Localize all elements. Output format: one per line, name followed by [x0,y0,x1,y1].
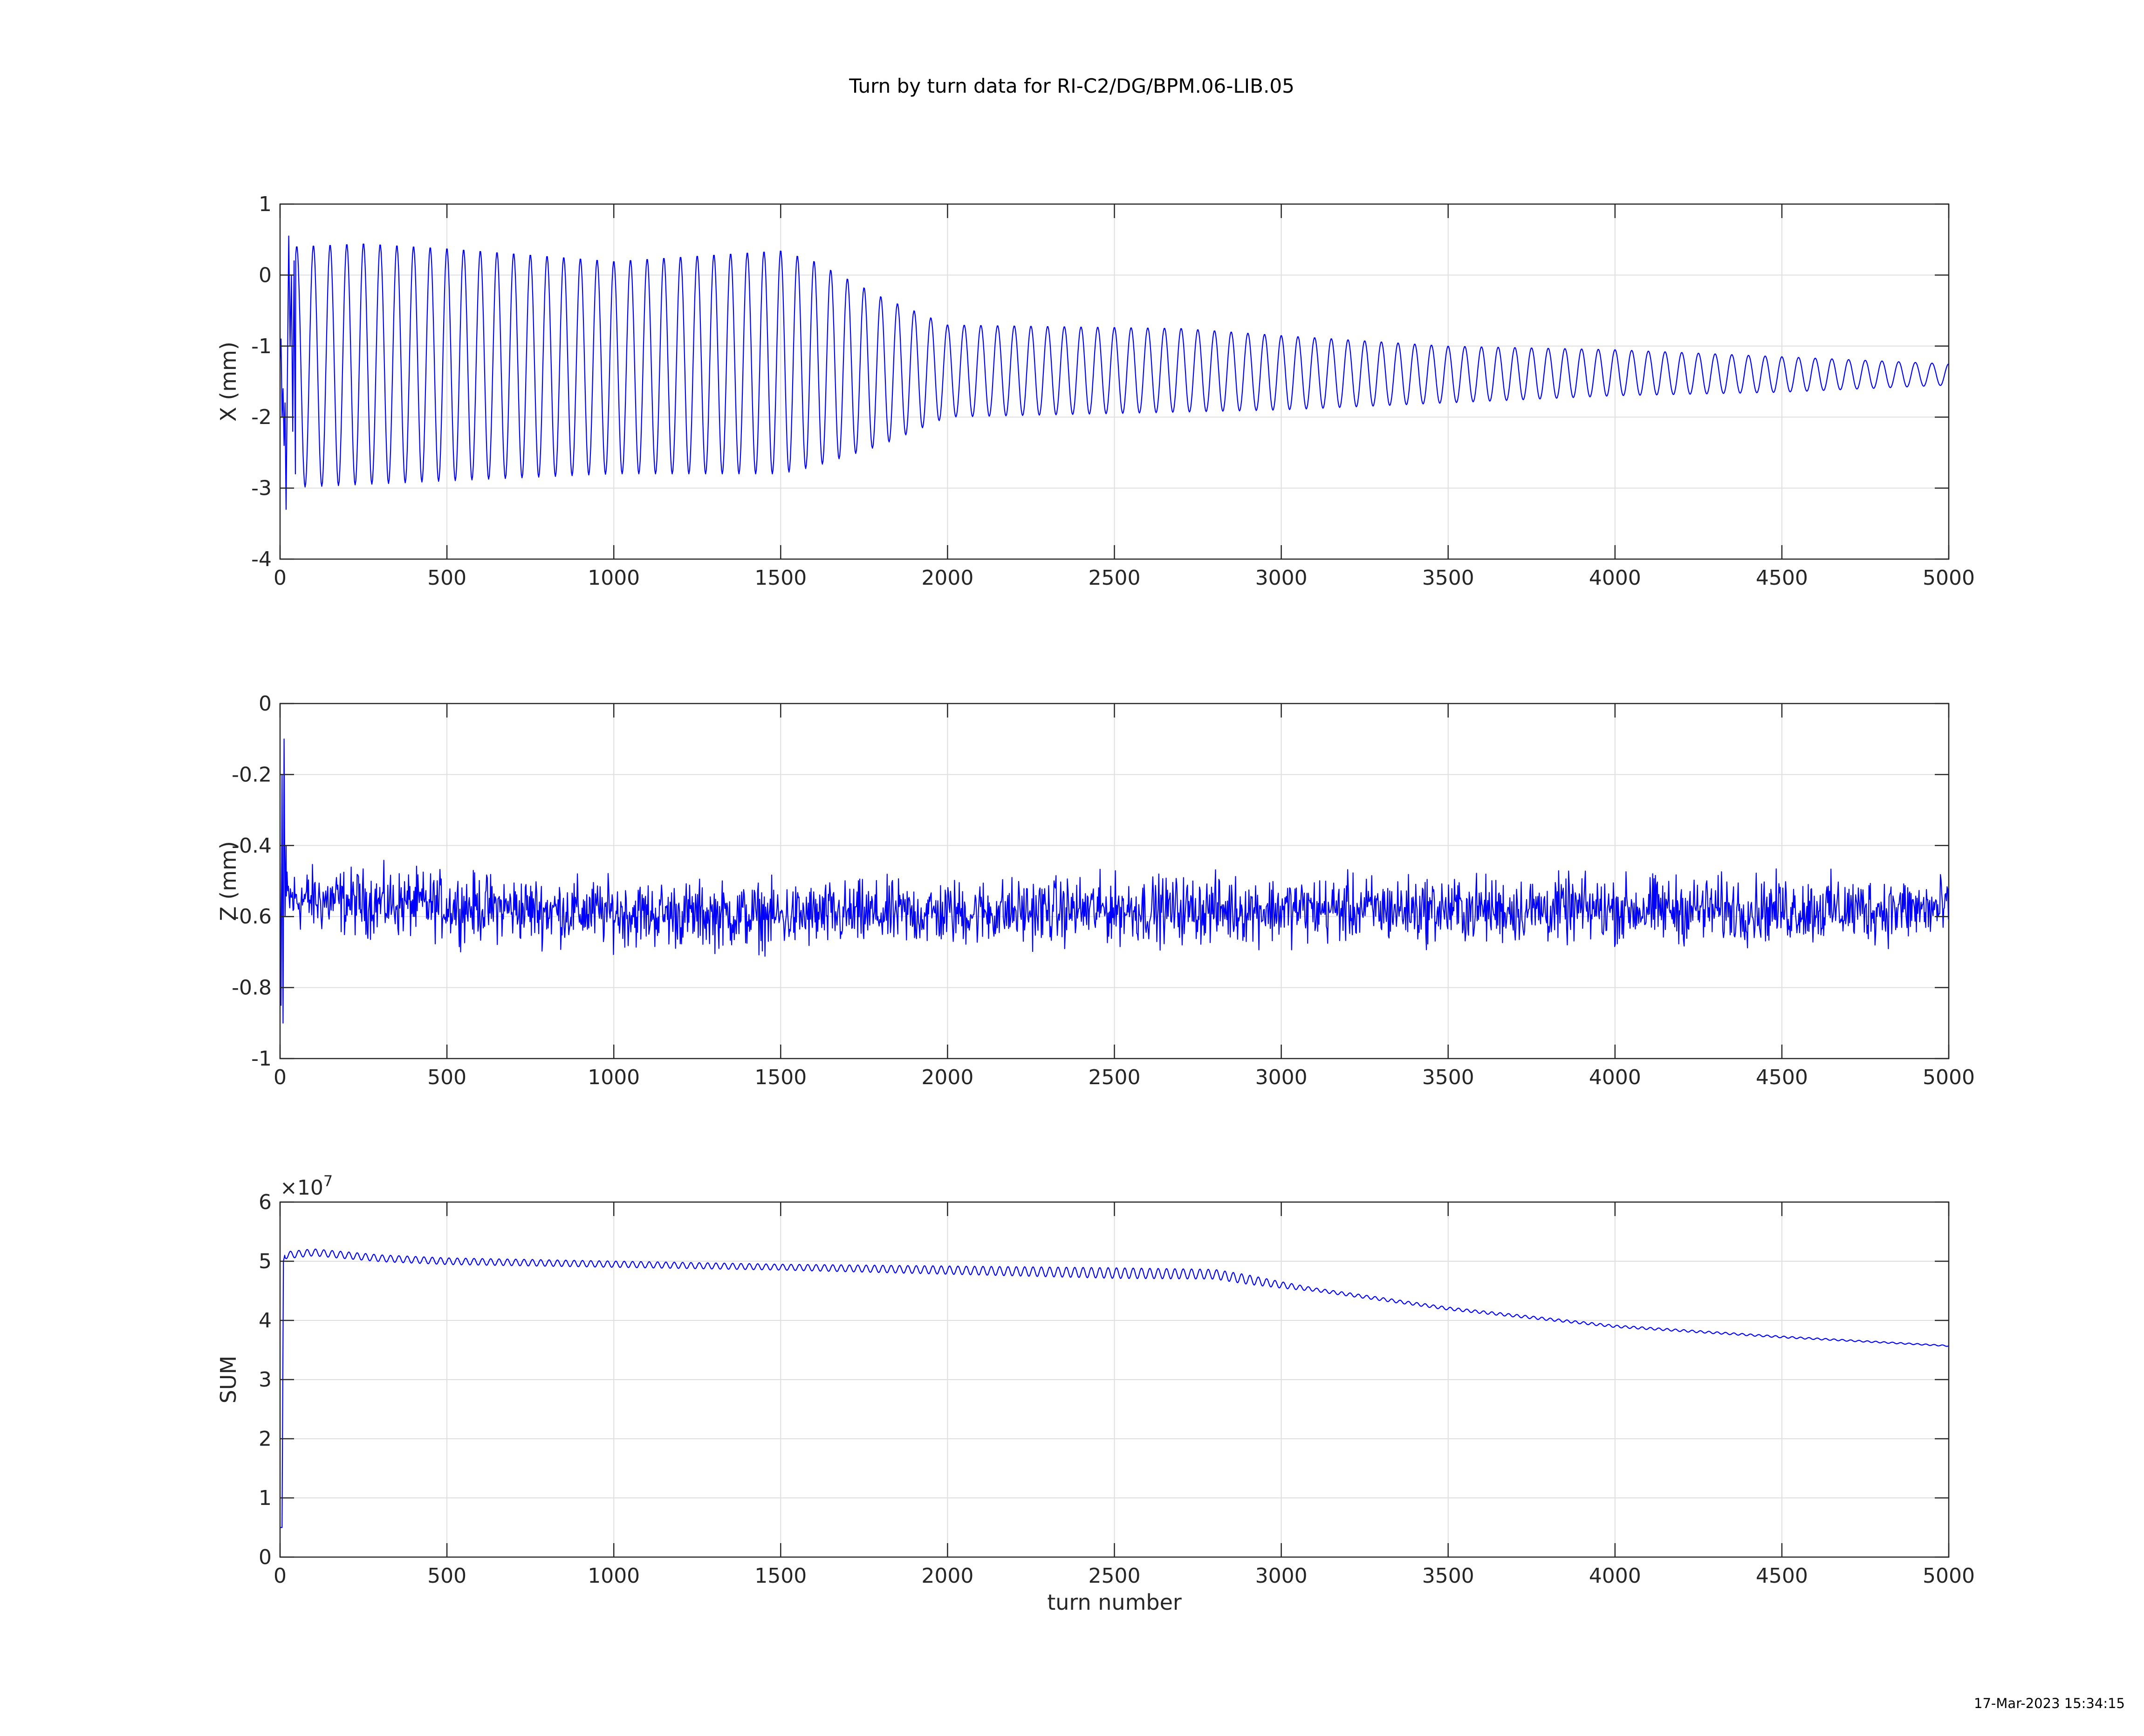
timestamp: 17-Mar-2023 15:34:15 [1974,1695,2125,1711]
y-tick-label: 0 [259,263,272,287]
x-tick-label: 500 [427,566,466,590]
x-tick-label: 5000 [1923,1564,1975,1588]
x-tick-label: 500 [427,1066,466,1089]
y-tick-label: -0.2 [232,763,272,786]
x-position-panel: 0 500 1000 1500 2000 2500 3000 3500 4000 4500 5000… [216,192,1975,590]
x-tick-label: 5000 [1923,1066,1975,1089]
y-tick-label: -3 [251,477,272,500]
x-tick-label: 3000 [1255,1066,1308,1089]
y-tick-label: 3 [259,1368,272,1392]
y-tick-label: -0.8 [232,976,272,1000]
x-tick-label: 4500 [1756,1564,1808,1588]
x-tick-label: 0 [274,566,287,590]
x-tick-label: 3500 [1422,1066,1474,1089]
z-position-panel: 0 500 1000 1500 2000 2500 3000 3500 4000 4500 5000… [216,692,1975,1089]
x-tick-label: 4000 [1589,566,1641,590]
y-tick-label: 5 [259,1250,272,1273]
y-tick-label: -4 [251,547,272,571]
x-tick-label: 1000 [588,566,640,590]
x-tick-label: 2000 [921,1564,973,1588]
x-tick-label: 2500 [1089,566,1141,590]
x-tick-label: 4500 [1756,1066,1808,1089]
x-tick-label: 500 [427,1564,466,1588]
sum-signal-panel: 0 500 1000 1500 2000 2500 3000 3500 4000 4500 5000… [216,1172,1975,1615]
x-tick-label: 3000 [1255,1564,1308,1588]
x-tick-label: 1500 [754,1564,807,1588]
y-exponent-label: ×107 [280,1172,333,1200]
x-tick-label: 0 [274,1564,287,1588]
y-tick-label: 6 [259,1190,272,1214]
y-tick-label: 4 [259,1309,272,1333]
x-tick-label: 1000 [588,1066,640,1089]
x-tick-label: 3500 [1422,1564,1474,1588]
y-axis-label: SUM [216,1356,241,1404]
x-tick-label: 3500 [1422,566,1474,590]
y-tick-label: 1 [259,1486,272,1510]
x-tick-label: 1000 [588,1564,640,1588]
data-series-line [280,1248,1949,1528]
x-tick-label: 4000 [1589,1066,1641,1089]
data-series-line [280,738,1949,1024]
x-tick-label: 4000 [1589,1564,1641,1588]
y-tick-label: -0.6 [232,905,272,929]
x-tick-label: 2000 [921,1066,973,1089]
x-tick-label: 5000 [1923,566,1975,590]
x-tick-label: 1500 [754,566,807,590]
y-axis-label: X (mm) [216,342,241,422]
x-tick-label: 4500 [1756,566,1808,590]
data-series-line [280,235,1949,510]
x-tick-label: 1500 [754,1066,807,1089]
y-tick-label: -1 [251,1047,272,1071]
x-tick-label: 2000 [921,566,973,590]
y-tick-label: 0 [259,692,272,716]
y-tick-label: -0.4 [232,834,272,858]
x-tick-label: 2500 [1089,1564,1141,1588]
y-tick-label: 0 [259,1545,272,1569]
y-tick-label: 1 [259,192,272,216]
x-tick-label: 0 [274,1066,287,1089]
y-tick-label: 2 [259,1427,272,1451]
y-axis-label: Z (mm) [216,841,241,921]
y-exponent-power: 7 [323,1172,333,1190]
y-tick-label: -2 [251,405,272,429]
x-axis-label: turn number [1047,1590,1182,1615]
y-tick-label: -1 [251,335,272,358]
x-tick-label: 2500 [1089,1066,1141,1089]
x-tick-label: 3000 [1255,566,1308,590]
figure-title: Turn by turn data for RI-C2/DG/BPM.06-LI… [849,75,1295,97]
